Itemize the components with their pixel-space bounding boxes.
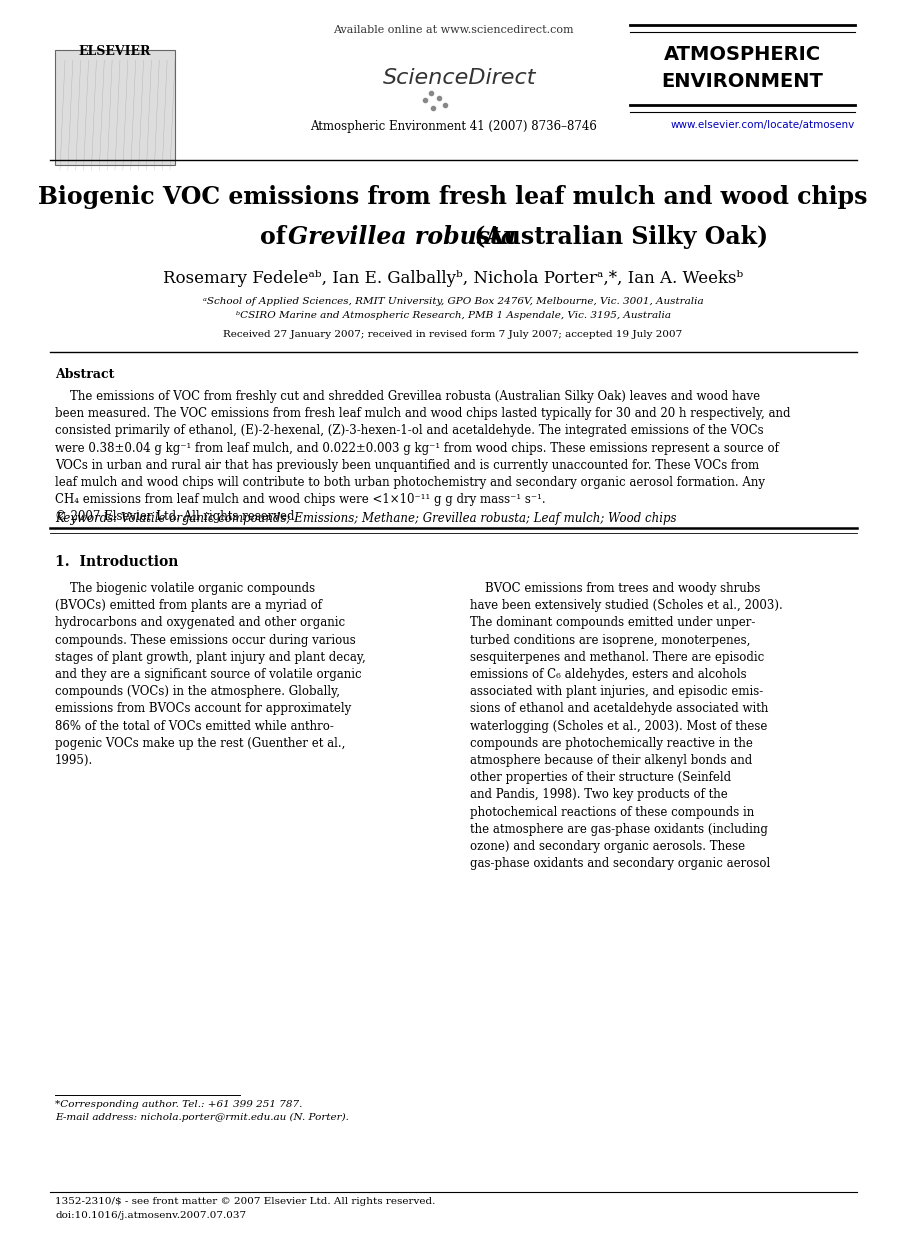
Text: BVOC emissions from trees and woody shrubs
have been extensively studied (Schole: BVOC emissions from trees and woody shru… [470, 582, 783, 870]
Text: ENVIRONMENT: ENVIRONMENT [661, 72, 823, 92]
Text: ᵃSchool of Applied Sciences, RMIT University, GPO Box 2476V, Melbourne, Vic. 300: ᵃSchool of Applied Sciences, RMIT Univer… [202, 297, 703, 306]
Text: Available online at www.sciencedirect.com: Available online at www.sciencedirect.co… [333, 25, 573, 35]
Text: ᵇCSIRO Marine and Atmospheric Research, PMB 1 Aspendale, Vic. 3195, Australia: ᵇCSIRO Marine and Atmospheric Research, … [236, 311, 670, 319]
Text: Rosemary Fedeleᵃᵇ, Ian E. Galballyᵇ, Nichola Porterᵃ,*, Ian A. Weeksᵇ: Rosemary Fedeleᵃᵇ, Ian E. Galballyᵇ, Nic… [163, 270, 743, 287]
Text: ELSEVIER: ELSEVIER [79, 45, 151, 58]
Text: (Australian Silky Oak): (Australian Silky Oak) [466, 225, 768, 249]
Text: Biogenic VOC emissions from fresh leaf mulch and wood chips: Biogenic VOC emissions from fresh leaf m… [38, 184, 868, 209]
Text: ScienceDirect: ScienceDirect [384, 68, 537, 88]
Text: Grevillea robusta: Grevillea robusta [288, 225, 516, 249]
Text: *Corresponding author. Tel.: +61 399 251 787.: *Corresponding author. Tel.: +61 399 251… [55, 1101, 302, 1109]
Text: The emissions of VOC from freshly cut and shredded Grevillea robusta (Australian: The emissions of VOC from freshly cut an… [55, 390, 791, 524]
Text: doi:10.1016/j.atmosenv.2007.07.037: doi:10.1016/j.atmosenv.2007.07.037 [55, 1211, 246, 1219]
Text: E-mail address: nichola.porter@rmit.edu.au (N. Porter).: E-mail address: nichola.porter@rmit.edu.… [55, 1113, 349, 1122]
Text: 1352-2310/$ - see front matter © 2007 Elsevier Ltd. All rights reserved.: 1352-2310/$ - see front matter © 2007 El… [55, 1197, 435, 1206]
Text: Received 27 January 2007; received in revised form 7 July 2007; accepted 19 July: Received 27 January 2007; received in re… [223, 331, 683, 339]
Text: Atmospheric Environment 41 (2007) 8736–8746: Atmospheric Environment 41 (2007) 8736–8… [309, 120, 597, 132]
Text: www.elsevier.com/locate/atmosenv: www.elsevier.com/locate/atmosenv [671, 120, 855, 130]
Text: The biogenic volatile organic compounds
(BVOCs) emitted from plants are a myriad: The biogenic volatile organic compounds … [55, 582, 366, 768]
Text: Keywords: Volatile organic compounds; Emissions; Methane; Grevillea robusta; Lea: Keywords: Volatile organic compounds; Em… [55, 513, 677, 525]
Text: of: of [260, 225, 294, 249]
Text: Abstract: Abstract [55, 368, 114, 381]
Bar [55, 50, 175, 165]
Text: 1.  Introduction: 1. Introduction [55, 555, 179, 569]
Text: ATMOSPHERIC: ATMOSPHERIC [663, 45, 821, 64]
